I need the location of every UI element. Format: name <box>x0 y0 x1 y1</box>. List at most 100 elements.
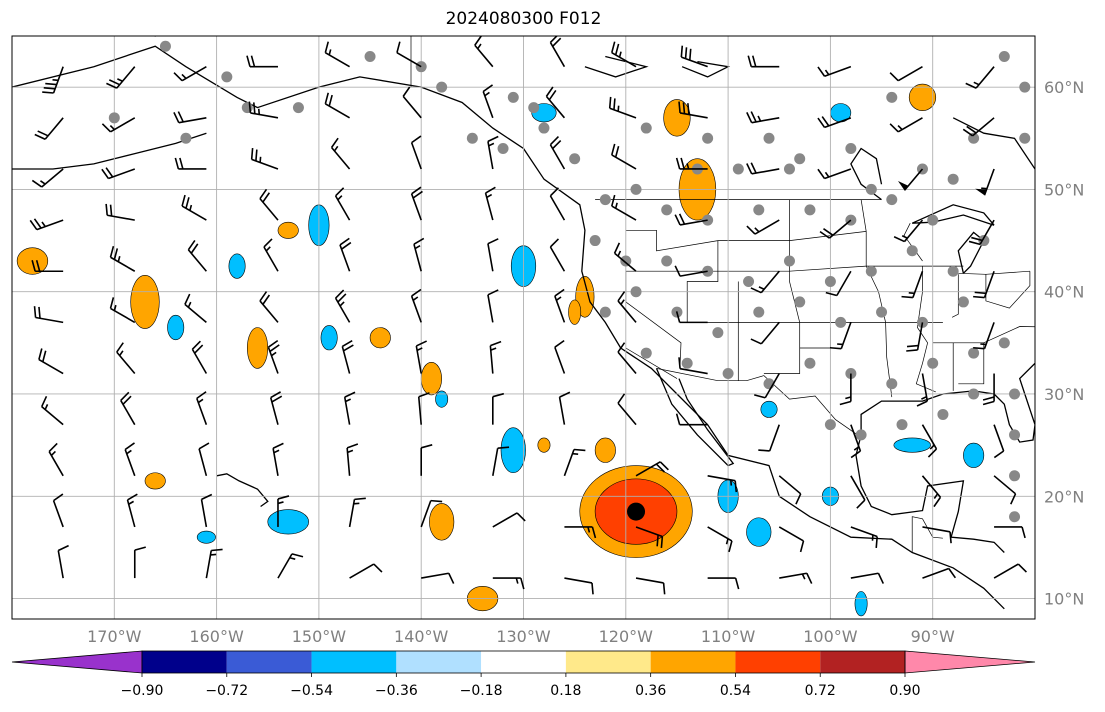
wind-barb <box>420 444 433 476</box>
wind-barb <box>554 288 566 323</box>
wind-barb <box>617 342 637 375</box>
wind-barb <box>635 526 664 548</box>
wind-barb <box>31 168 64 188</box>
station-marker <box>569 153 581 165</box>
station-marker <box>630 286 642 298</box>
anomaly-patch <box>246 327 269 369</box>
wind-barb <box>196 391 208 425</box>
latitude-tick-label: 30°N <box>1044 385 1084 404</box>
political-boundary <box>656 368 860 437</box>
wind-barb <box>205 548 223 579</box>
anomaly-patch <box>130 275 160 329</box>
colorbar-bin <box>226 651 312 673</box>
wind-barb <box>52 493 64 528</box>
anomaly-patch <box>893 437 931 453</box>
station-marker <box>947 265 959 277</box>
anomaly-patch <box>594 437 616 463</box>
wind-barb <box>707 475 738 493</box>
station-marker <box>221 71 233 83</box>
political-boundary <box>958 342 985 385</box>
station-marker <box>1009 470 1021 482</box>
colorbar-tick-label: 0.90 <box>889 683 920 699</box>
station-marker <box>1009 511 1021 523</box>
colorbar-tick-label: −0.18 <box>460 683 503 699</box>
colorbar-tick-label: −0.72 <box>205 683 248 699</box>
wind-barb <box>680 45 708 68</box>
station-marker <box>865 265 877 277</box>
station-marker <box>804 204 816 216</box>
anomaly-patch <box>568 299 582 325</box>
coastline <box>12 45 1005 610</box>
wind-barb <box>402 86 422 119</box>
wind-barb <box>272 442 284 476</box>
wind-barb <box>420 499 443 528</box>
wind-barb <box>965 66 995 89</box>
latitude-tick-label: 60°N <box>1044 78 1084 97</box>
wind-barb <box>109 297 136 324</box>
wind-barb <box>269 391 283 425</box>
station-marker <box>968 347 980 359</box>
wind-barb <box>901 270 924 299</box>
station-marker <box>538 122 550 134</box>
coastline <box>911 204 995 226</box>
longitude-tick-label: 150°W <box>292 627 347 646</box>
map-content <box>12 36 1035 619</box>
wind-barb <box>675 157 708 170</box>
wind-barb <box>324 92 350 119</box>
longitude-axis: 170°W 160°W 150°W 140°W 130°W 120°W 110°W 100°W… <box>87 627 955 646</box>
wind-barb <box>675 311 708 324</box>
wind-barb <box>277 495 290 527</box>
political-boundary <box>686 240 719 323</box>
wind-barb <box>492 446 510 476</box>
wind-barb <box>492 577 525 590</box>
station-marker <box>835 316 847 328</box>
anomaly-patch <box>144 472 166 490</box>
wind-barb <box>34 117 64 141</box>
station-marker <box>998 50 1010 62</box>
political-boundary <box>951 274 959 318</box>
wind-barb <box>850 526 878 548</box>
colorbar-tick-label: −0.36 <box>375 683 418 699</box>
wind-barb <box>921 475 942 508</box>
station-marker <box>957 296 969 308</box>
coastline <box>584 55 649 78</box>
colorbar-tick-label: 0.54 <box>720 683 751 699</box>
wind-barb <box>758 424 781 452</box>
coastline <box>655 368 735 467</box>
wind-barb <box>611 143 637 170</box>
station-marker <box>620 255 632 267</box>
station-marker <box>743 275 755 287</box>
wind-barb <box>482 84 494 119</box>
anomaly-patch <box>908 83 937 111</box>
wind-barb <box>173 65 207 82</box>
colorbar-tick-label: 0.36 <box>635 683 666 699</box>
station-marker <box>927 214 939 226</box>
station-marker <box>886 91 898 103</box>
wind-barb <box>40 395 64 426</box>
station-marker <box>927 357 939 369</box>
wind-barb <box>181 194 207 221</box>
wind-barb <box>889 65 923 82</box>
station-marker <box>599 194 611 206</box>
wind-barb <box>187 239 207 272</box>
wind-barb <box>101 117 136 133</box>
station-marker <box>794 153 806 165</box>
wind-barb <box>198 442 210 477</box>
coastline <box>855 434 1005 553</box>
wind-barb <box>174 157 207 170</box>
station-marker <box>599 306 611 318</box>
station-marker <box>1009 388 1021 400</box>
wind-barb <box>417 392 430 425</box>
wind-barb <box>267 339 280 374</box>
wind-barb <box>707 526 733 553</box>
wind-barb <box>33 306 64 324</box>
wind-barb <box>348 497 366 528</box>
wind-barb <box>259 188 279 221</box>
wind-barb <box>248 101 279 119</box>
station-marker <box>1019 132 1031 144</box>
political-boundary <box>799 327 831 349</box>
wind-barb <box>889 117 923 133</box>
wind-barb <box>707 577 740 590</box>
wind-barb <box>487 135 499 170</box>
